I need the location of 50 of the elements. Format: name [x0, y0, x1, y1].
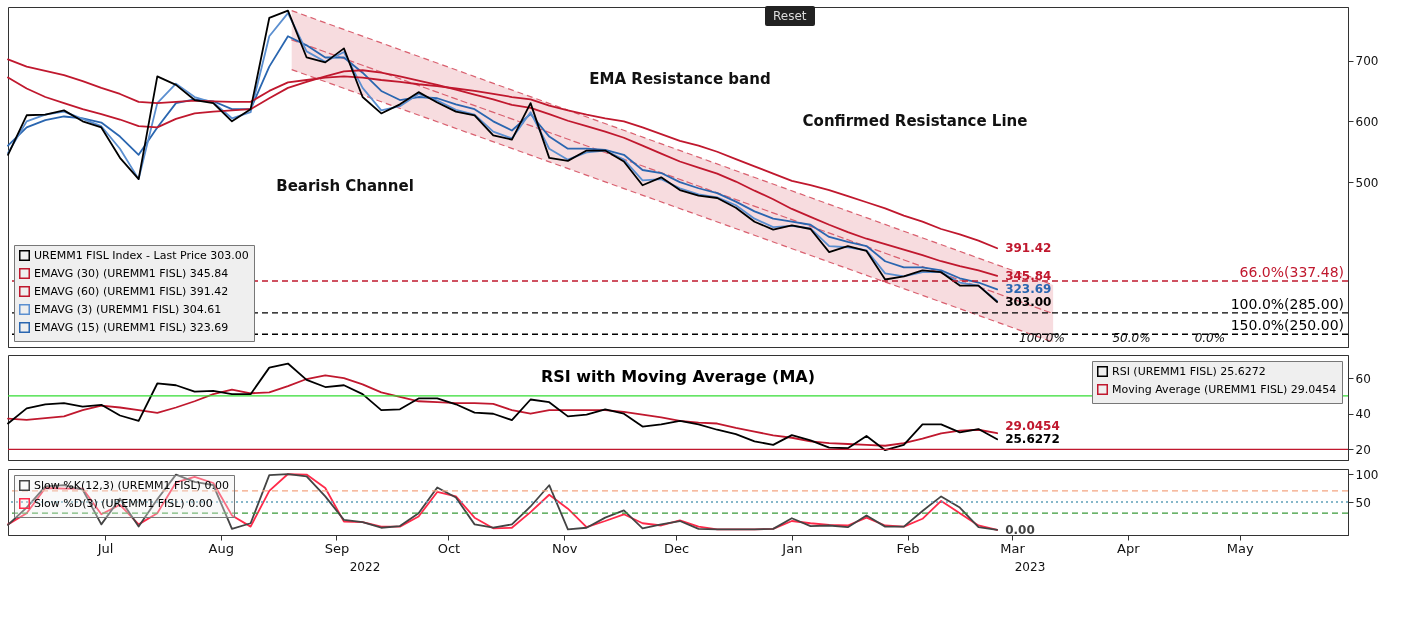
line-series [7, 473, 999, 531]
data-label: 323.69 [1005, 281, 1052, 296]
reset-button: Reset [765, 6, 815, 26]
annotation: Confirmed Resistance Line [802, 112, 1028, 130]
y-tick-label: 50 [1355, 495, 1371, 510]
ref-line-label: 150.0%(250.00) [1230, 317, 1344, 334]
annotation: 50.0% [1112, 330, 1151, 345]
legend-label: Slow %D(3) (UREMM1 FISL) 0.00 [34, 496, 213, 510]
data-label: 25.6272 [1005, 432, 1060, 447]
y-tick-label: 700 [1355, 54, 1379, 69]
x-tick-label: Apr [1117, 540, 1141, 556]
annotation: Bearish Channel [276, 177, 414, 195]
legend-label: EMAVG (30) (UREMM1 FISL) 345.84 [34, 266, 229, 280]
data-label: 303.00 [1005, 294, 1052, 309]
y-tick-label: 600 [1355, 114, 1379, 129]
legend-label: Slow %K(12,3) (UREMM1 FISL) 0.00 [34, 478, 229, 492]
x-tick-label: Sep [324, 540, 350, 556]
data-label: 345.84 [1005, 268, 1052, 283]
x-tick-label: Aug [208, 540, 234, 556]
data-label: 29.0454 [1005, 419, 1060, 434]
legend-label: EMAVG (3) (UREMM1 FISL) 304.61 [34, 302, 222, 316]
x-tick-label: Feb [896, 540, 920, 556]
y-tick-label: 20 [1355, 442, 1371, 457]
y-tick-label: 500 [1355, 175, 1379, 190]
x-tick-label: Dec [664, 540, 690, 556]
x-tick-label: Jul [96, 540, 114, 556]
ref-line-label: 66.0%(337.48) [1239, 264, 1344, 281]
x-tick-label: Mar [1000, 540, 1026, 556]
data-label: 391.42 [1005, 241, 1052, 256]
x-tick-label: Oct [437, 540, 461, 556]
legend-label: Moving Average (UREMM1 FISL) 29.0454 [1112, 382, 1337, 396]
text: 2022 [349, 560, 381, 574]
x-tick-label: Jan [781, 540, 803, 556]
y-tick-label: 40 [1355, 407, 1371, 422]
y-tick-label: 100 [1355, 467, 1379, 482]
annotation: 0.0% [1194, 330, 1226, 345]
ref-line-label: 100.0%(285.00) [1230, 295, 1344, 312]
data-label: 0.00 [1005, 522, 1035, 537]
legend-label: EMAVG (60) (UREMM1 FISL) 391.42 [34, 284, 229, 298]
legend-label: EMAVG (15) (UREMM1 FISL) 323.69 [34, 320, 229, 334]
text: RSI with Moving Average (MA) [540, 367, 816, 386]
x-tick-label: May [1226, 540, 1254, 556]
x-tick-label: Nov [551, 540, 578, 556]
annotation: 100.0% [1019, 330, 1065, 345]
annotation: EMA Resistance band [589, 70, 771, 88]
legend-label: RSI (UREMM1 FISL) 25.6272 [1112, 364, 1266, 378]
y-tick-label: 60 [1355, 371, 1371, 386]
line-series [7, 362, 999, 452]
text: 2023 [1014, 560, 1046, 574]
legend-label: UREMM1 FISL Index - Last Price 303.00 [34, 248, 249, 262]
